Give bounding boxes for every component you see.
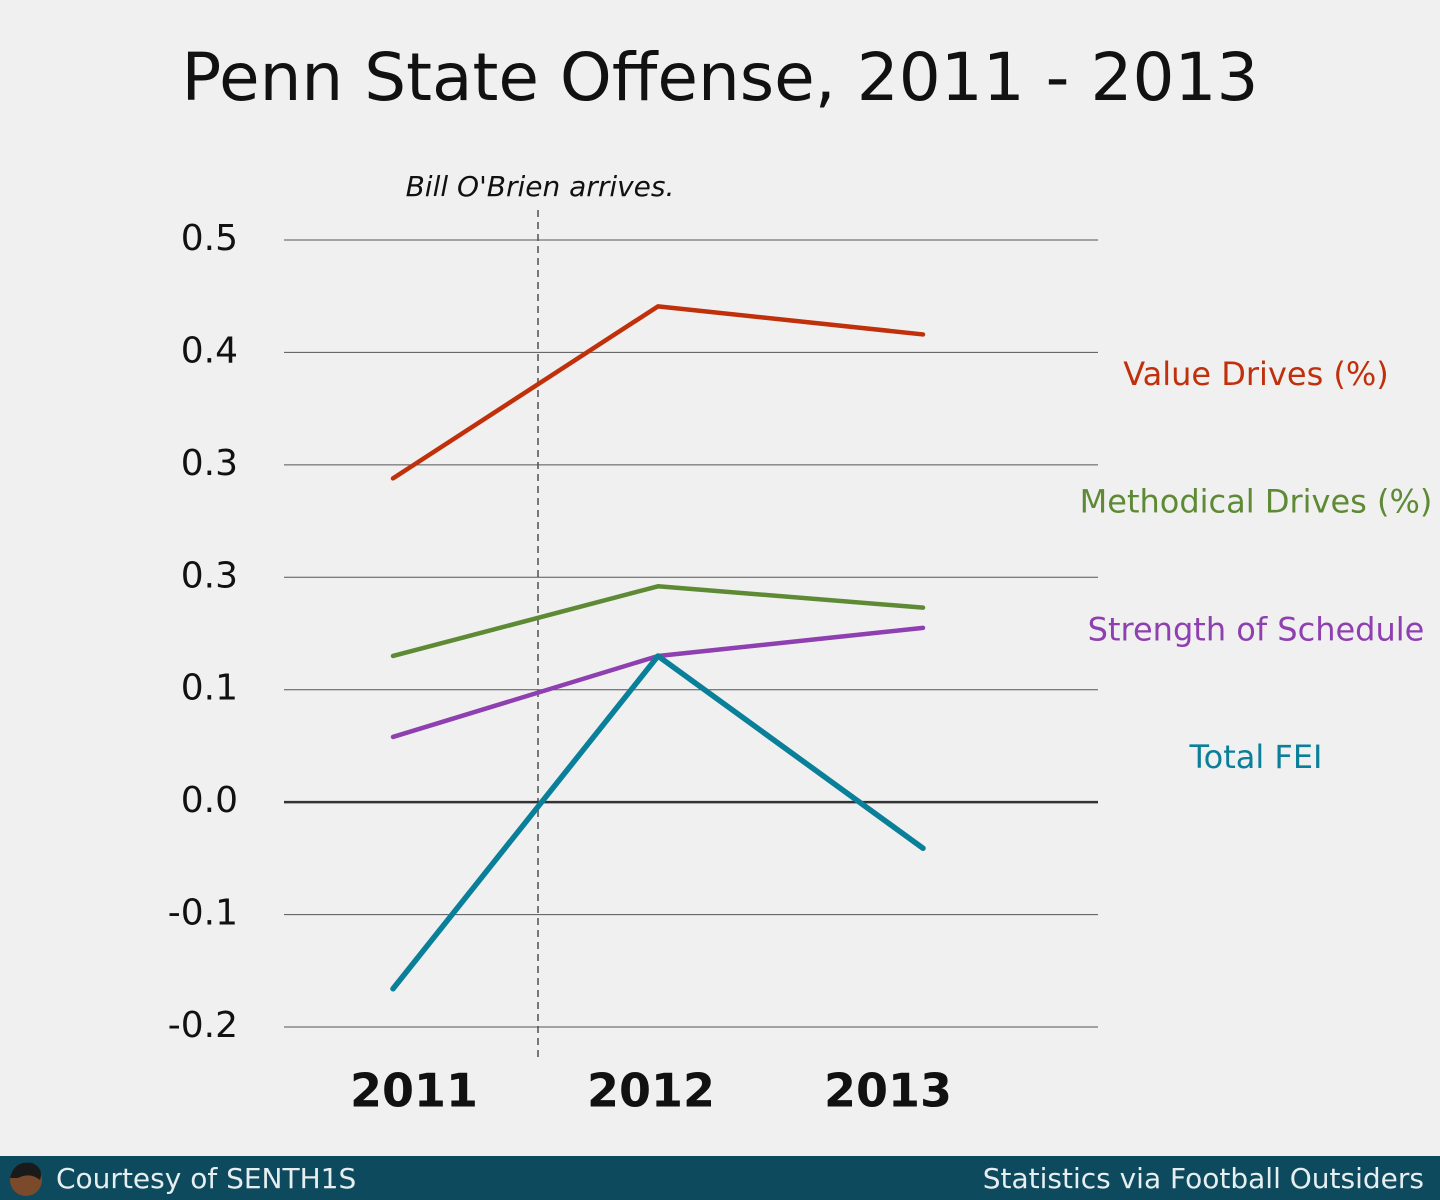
y-tick-label: 0.1: [181, 668, 238, 709]
x-tick-label: 2011: [350, 1064, 478, 1118]
footer-right: Statistics via Football Outsiders: [983, 1162, 1424, 1195]
avatar-icon: [10, 1162, 42, 1196]
series-line: [390, 653, 926, 992]
y-tick-label: 0.3: [181, 443, 238, 484]
y-tick-label: 0.5: [181, 218, 238, 259]
x-tick-label: 2012: [587, 1064, 715, 1118]
y-tick-label: 0.4: [181, 330, 238, 371]
series-line: [390, 584, 926, 659]
chart-title: Penn State Offense, 2011 - 2013: [182, 39, 1259, 116]
y-tick-label: 0.3: [181, 555, 238, 596]
y-tick-label: -0.1: [168, 893, 238, 934]
legend-label: Strength of Schedule: [1088, 610, 1425, 648]
series-line: [390, 304, 926, 481]
legend-label: Methodical Drives (%): [1080, 483, 1433, 521]
footer-left: Courtesy of SENTH1S: [56, 1162, 356, 1195]
legend-label: Value Drives (%): [1123, 355, 1389, 393]
footer-bar: [0, 1156, 1440, 1200]
x-tick-label: 2013: [824, 1064, 952, 1118]
y-tick-label: 0.0: [181, 780, 238, 821]
legend-label: Total FEI: [1189, 738, 1323, 776]
annotation-label: Bill O'Brien arrives.: [406, 170, 675, 203]
y-tick-label: -0.2: [168, 1005, 238, 1046]
